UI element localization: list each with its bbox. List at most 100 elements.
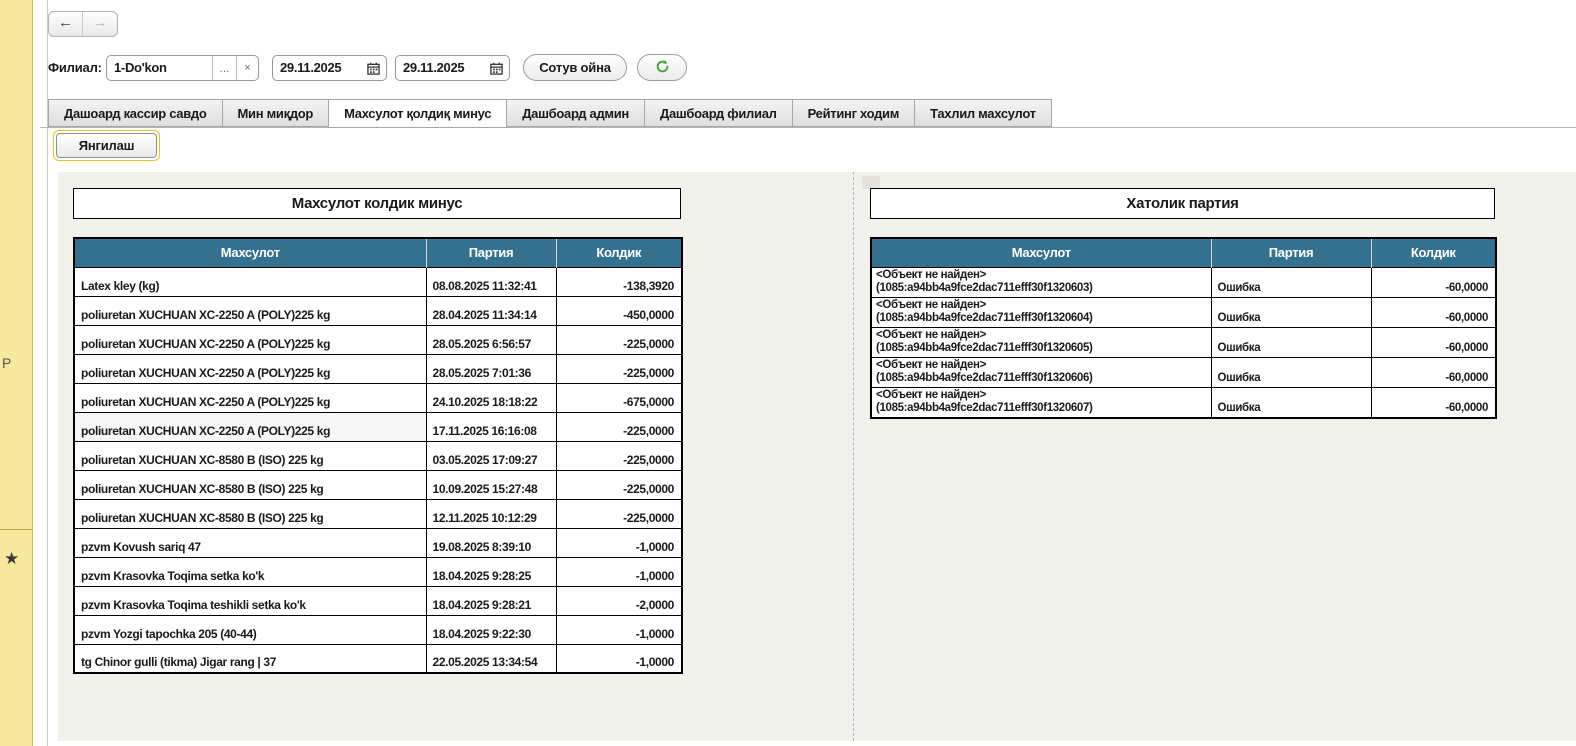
table-row[interactable]: Latex kley (kg) 08.08.2025 11:32:41 -138,3… [73,266,683,297]
qty-cell[interactable]: -138,3920 [555,266,683,297]
table-row[interactable]: <Объект не найден> (1085:a94bb4a9fce2dac7… [870,386,1497,418]
table-row[interactable]: poliuretan XUCHUAN XC-2250 A (POLY)225 k… [73,324,683,355]
date-from-field[interactable]: 29.11.2025 [272,55,387,81]
batch-cell[interactable]: Ошибка [1210,386,1372,418]
qty-cell[interactable]: -1,0000 [555,556,683,587]
product-cell[interactable]: poliuretan XUCHUAN XC-2250 A (POLY)225 k… [73,324,427,355]
qty-cell[interactable]: -60,0000 [1370,356,1497,388]
minus-table-header[interactable]: Махсулот Партия Колдик [74,238,682,267]
tab-6[interactable]: Тахлил махсулот [914,99,1052,127]
table-row[interactable]: poliuretan XUCHUAN XC-8580 B (ISO) 225 k… [73,469,683,500]
qty-cell[interactable]: -675,0000 [555,382,683,413]
table-row[interactable]: pzvm Kovush sariq 47 19.08.2025 8:39:10 -1… [73,527,683,558]
product-cell[interactable]: poliuretan XUCHUAN XC-8580 B (ISO) 225 k… [73,440,427,471]
col-batch[interactable]: Партия [1210,238,1371,267]
tab-2[interactable]: Махсулот қолдиқ минус [328,99,508,128]
product-cell[interactable]: Latex kley (kg) [73,266,427,297]
tab-1[interactable]: Мин миқдор [221,99,329,127]
table-row[interactable]: poliuretan XUCHUAN XC-8580 B (ISO) 225 k… [73,440,683,471]
batch-cell[interactable]: 12.11.2025 10:12:29 [425,498,557,529]
product-cell[interactable]: poliuretan XUCHUAN XC-2250 A (POLY)225 k… [73,382,427,413]
batch-cell[interactable]: 24.10.2025 18:18:22 [425,382,557,413]
col-product[interactable]: Махсулот [74,238,426,267]
batch-cell[interactable]: 03.05.2025 17:09:27 [425,440,557,471]
product-cell[interactable]: pzvm Krasovka Toqima teshikli setka ko'k [73,585,427,616]
date-to-value[interactable]: 29.11.2025 [403,60,465,75]
forward-button[interactable]: → [83,12,117,36]
product-cell[interactable]: pzvm Kovush sariq 47 [73,527,427,558]
branch-field[interactable]: 1-Do'kon ... × [106,55,259,81]
qty-cell[interactable]: -60,0000 [1370,296,1497,328]
refresh-data-button[interactable] [637,54,687,81]
qty-cell[interactable]: -60,0000 [1370,386,1497,418]
refresh-button[interactable]: Янгилаш [56,133,157,158]
date-from-value[interactable]: 29.11.2025 [280,60,342,75]
sales-window-button[interactable]: Сотув ойна [523,54,627,81]
batch-cell[interactable]: 18.04.2025 9:22:30 [425,614,557,645]
product-cell[interactable]: poliuretan XUCHUAN XC-8580 B (ISO) 225 k… [73,498,427,529]
col-qty[interactable]: Колдик [1370,238,1496,267]
batch-cell[interactable]: 17.11.2025 16:16:08 [425,411,557,442]
branch-clear-button[interactable]: × [236,56,258,80]
calendar-icon[interactable] [483,56,509,80]
batch-cell[interactable]: 19.08.2025 8:39:10 [425,527,557,558]
qty-cell[interactable]: -225,0000 [555,440,683,471]
qty-cell[interactable]: -225,0000 [555,324,683,355]
qty-cell[interactable]: -1,0000 [555,614,683,645]
table-row[interactable]: <Объект не найден> (1085:a94bb4a9fce2dac7… [870,266,1497,298]
col-qty[interactable]: Колдик [555,238,682,267]
table-row[interactable]: poliuretan XUCHUAN XC-2250 A (POLY)225 k… [73,353,683,384]
tab-3[interactable]: Дашбоард админ [507,99,644,127]
batch-cell[interactable]: 28.05.2025 7:01:36 [425,353,557,384]
qty-cell[interactable]: -225,0000 [555,411,683,442]
product-cell[interactable]: tg Chinor gulli (tikma) Jigar rang | 37 [73,643,427,674]
product-cell[interactable]: poliuretan XUCHUAN XC-2250 A (POLY)225 k… [73,353,427,384]
branch-value[interactable]: 1-Do'kon [114,60,167,75]
pane-splitter[interactable] [853,172,854,741]
table-row[interactable]: pzvm Yozgi tapochka 205 (40-44) 18.04.202… [73,614,683,645]
product-cell[interactable]: poliuretan XUCHUAN XC-8580 B (ISO) 225 k… [73,469,427,500]
batch-cell[interactable]: 08.08.2025 11:32:41 [425,266,557,297]
batch-cell[interactable]: 10.09.2025 15:27:48 [425,469,557,500]
qty-cell[interactable]: -2,0000 [555,585,683,616]
product-cell[interactable]: <Объект не найден> (1085:a94bb4a9fce2dac7… [870,386,1212,418]
table-row[interactable]: poliuretan XUCHUAN XC-2250 A (POLY)225 k… [73,382,683,413]
batch-cell[interactable]: 28.05.2025 6:56:57 [425,324,557,355]
product-cell[interactable]: <Объект не найден> (1085:a94bb4a9fce2dac7… [870,326,1212,358]
batch-cell[interactable]: 28.04.2025 11:34:14 [425,295,557,326]
table-row[interactable]: poliuretan XUCHUAN XC-2250 A (POLY)225 k… [73,411,683,442]
errors-table-header[interactable]: Махсулот Партия Колдик [871,238,1496,267]
col-batch[interactable]: Партия [425,238,556,267]
tab-5[interactable]: Рейтинг ходим [791,99,915,127]
table-row[interactable]: pzvm Krasovka Toqima teshikli setka ko'k… [73,585,683,616]
table-row[interactable]: tg Chinor gulli (tikma) Jigar rang | 37 2… [73,643,683,674]
batch-cell[interactable]: Ошибка [1210,326,1372,358]
product-cell[interactable]: <Объект не найден> (1085:a94bb4a9fce2dac7… [870,266,1212,298]
qty-cell[interactable]: -225,0000 [555,498,683,529]
product-cell[interactable]: poliuretan XUCHUAN XC-2250 A (POLY)225 k… [73,295,427,326]
batch-cell[interactable]: Ошибка [1210,266,1372,298]
qty-cell[interactable]: -225,0000 [555,353,683,384]
qty-cell[interactable]: -225,0000 [555,469,683,500]
col-product[interactable]: Махсулот [871,238,1211,267]
date-to-field[interactable]: 29.11.2025 [395,55,510,81]
product-cell[interactable]: <Объект не найден> (1085:a94bb4a9fce2dac7… [870,356,1212,388]
qty-cell[interactable]: -1,0000 [555,643,683,674]
qty-cell[interactable]: -60,0000 [1370,326,1497,358]
tab-0[interactable]: Дашоард кассир савдо [48,99,222,127]
table-row[interactable]: <Объект не найден> (1085:a94bb4a9fce2dac7… [870,356,1497,388]
table-row[interactable]: <Объект не найден> (1085:a94bb4a9fce2dac7… [870,326,1497,358]
qty-cell[interactable]: -1,0000 [555,527,683,558]
batch-cell[interactable]: Ошибка [1210,356,1372,388]
branch-lookup-button[interactable]: ... [212,56,236,80]
batch-cell[interactable]: 18.04.2025 9:28:21 [425,585,557,616]
tab-4[interactable]: Дашбоард филиал [643,99,792,127]
qty-cell[interactable]: -450,0000 [555,295,683,326]
product-cell[interactable]: <Объект не найден> (1085:a94bb4a9fce2dac7… [870,296,1212,328]
batch-cell[interactable]: Ошибка [1210,296,1372,328]
table-row[interactable]: pzvm Krasovka Toqima setka ko'k 18.04.202… [73,556,683,587]
product-cell[interactable]: pzvm Krasovka Toqima setka ko'k [73,556,427,587]
table-row[interactable]: poliuretan XUCHUAN XC-2250 A (POLY)225 k… [73,295,683,326]
product-cell[interactable]: poliuretan XUCHUAN XC-2250 A (POLY)225 k… [73,411,427,442]
favorites-star-icon[interactable]: ★ [4,549,20,568]
